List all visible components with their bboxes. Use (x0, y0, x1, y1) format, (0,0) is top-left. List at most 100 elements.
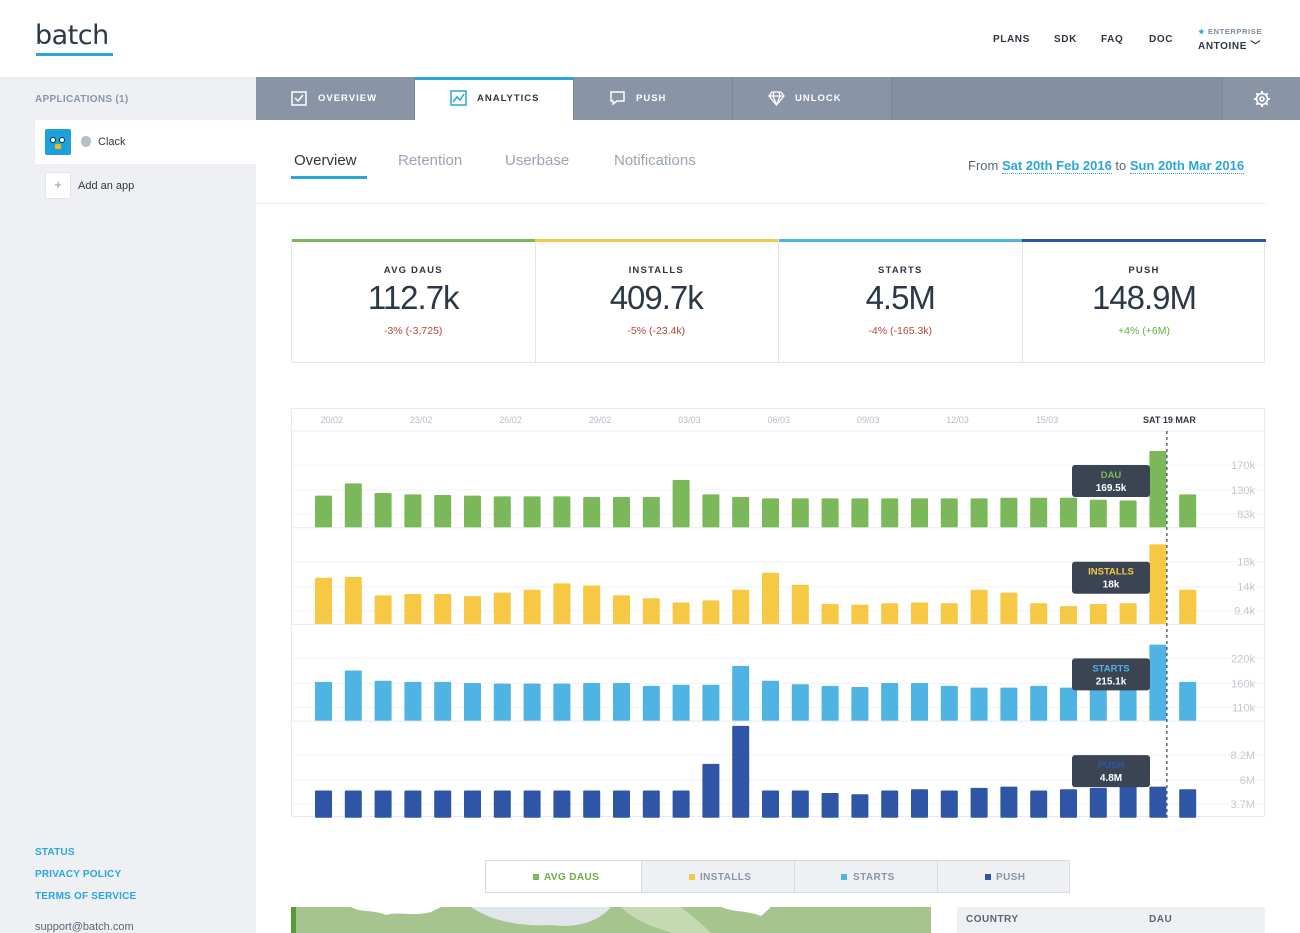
legend-label: STARTS (853, 872, 895, 883)
date-from-picker[interactable]: Sat 20th Feb 2016 (1001, 158, 1112, 174)
bar-starts (1060, 687, 1077, 722)
nav-plans[interactable]: PLANS (993, 34, 1030, 45)
tab-overview[interactable]: OVERVIEW (256, 77, 415, 120)
bar-push (583, 790, 601, 818)
legend-swatch (841, 874, 847, 880)
app-item-clack[interactable]: Clack (35, 120, 256, 164)
bar-starts (374, 680, 392, 722)
settings-button[interactable] (1222, 77, 1300, 120)
bar-starts (970, 687, 988, 722)
nav-faq[interactable]: FAQ (1101, 34, 1124, 45)
bar-installs (911, 602, 928, 625)
bar-push (911, 789, 928, 818)
col-dau[interactable]: DAU (1149, 914, 1173, 925)
bar-push (404, 790, 422, 818)
plus-icon: + (45, 172, 71, 199)
bar-installs (821, 603, 839, 625)
bar-installs (642, 598, 660, 625)
tooltip-series-label: STARTS (1092, 663, 1129, 674)
date-to-picker[interactable]: Sun 20th Mar 2016 (1129, 158, 1245, 174)
bar-dau (940, 498, 958, 528)
subtab-retention[interactable]: Retention (398, 152, 463, 169)
kpi-card-starts[interactable]: STARTS 4.5M -4% (-165.3k) (779, 239, 1023, 362)
star-icon: ★ (1198, 27, 1206, 36)
kpi-value: 4.5M (865, 279, 936, 316)
bar-dau (613, 497, 630, 528)
legend-label: AVG DAUS (544, 872, 600, 883)
bar-installs (1179, 589, 1197, 625)
tab-label: PUSH (636, 93, 667, 104)
tab-unlock[interactable]: UNLOCK (733, 77, 892, 120)
bar-push (553, 790, 571, 818)
bar-dau (702, 494, 720, 528)
bar-push (1119, 782, 1137, 818)
tooltip-value: 18k (1103, 580, 1120, 591)
terms-link[interactable]: TERMS OF SERVICE (35, 891, 137, 902)
bar-installs (1119, 603, 1137, 625)
privacy-policy-link[interactable]: PRIVACY POLICY (35, 869, 122, 880)
bar-installs (851, 604, 869, 625)
bar-dau (315, 495, 332, 528)
kpi-card-installs[interactable]: INSTALLS 409.7k -5% (-23.4k) (535, 239, 779, 362)
subtab-overview[interactable]: Overview (294, 152, 357, 169)
bar-push (613, 790, 630, 818)
chart-tooltip (1072, 658, 1150, 691)
legend-starts[interactable]: STARTS (794, 861, 937, 892)
col-country[interactable]: COUNTRY (966, 914, 1019, 925)
legend-swatch (985, 874, 991, 880)
user-menu[interactable]: ANTOINE ﹀ (1198, 41, 1262, 52)
bar-dau (732, 497, 750, 528)
plan-badge: ★ ENTERPRISE (1198, 27, 1262, 36)
line-chart-icon (450, 90, 467, 106)
bar-push (434, 790, 452, 818)
subtab-userbase[interactable]: Userbase (505, 152, 570, 169)
legend-push[interactable]: PUSH (937, 861, 1069, 892)
bar-installs (434, 594, 452, 625)
bar-starts (1119, 687, 1137, 722)
tab-push[interactable]: PUSH (574, 77, 733, 120)
bar-installs (791, 584, 809, 625)
kpi-card-avg-daus[interactable]: AVG DAUS 112.7k -3% (-3,725) (292, 239, 536, 362)
map-svg (291, 907, 931, 933)
kpi-value: 112.7k (367, 279, 460, 316)
support-email-link[interactable]: support@batch.com (35, 921, 134, 933)
add-app-button[interactable]: + Add an app (35, 172, 256, 202)
kpi-card-push[interactable]: PUSH 148.9M +4% (+6M) (1022, 239, 1266, 362)
batch-logo[interactable]: batch (35, 20, 109, 51)
world-map[interactable] (291, 907, 931, 933)
bar-installs (1089, 603, 1107, 625)
bar-dau (1179, 494, 1197, 528)
bar-installs (1030, 603, 1048, 625)
bar-starts (344, 670, 362, 722)
bar-dau (344, 483, 362, 528)
bar-push (970, 787, 988, 818)
x-tick-label: 12/03 (946, 415, 969, 425)
chart-legend: AVG DAUS INSTALLS STARTS PUSH (485, 860, 1070, 893)
legend-installs[interactable]: INSTALLS (641, 861, 794, 892)
nav-sdk[interactable]: SDK (1054, 34, 1077, 45)
bar-dau (1060, 497, 1077, 528)
legend-avg-daus[interactable]: AVG DAUS (486, 861, 641, 892)
bar-dau (553, 496, 571, 528)
bar-dau (493, 496, 511, 528)
bar-starts (553, 683, 571, 722)
chart-tooltip (1072, 465, 1150, 497)
y-tick-label: 9.4k (1234, 606, 1255, 618)
bar-push (672, 790, 690, 818)
checkbox-icon (291, 91, 307, 106)
subtab-notifications[interactable]: Notifications (614, 152, 696, 169)
bar-starts (404, 681, 422, 722)
kpi-color-bar (535, 239, 778, 242)
bar-dau (583, 497, 601, 528)
bar-dau (970, 498, 988, 528)
diamond-icon (768, 91, 785, 106)
kpi-label: AVG DAUS (383, 265, 443, 276)
bar-push (940, 790, 958, 818)
legend-label: INSTALLS (700, 872, 752, 883)
bar-installs (493, 592, 511, 625)
tab-analytics[interactable]: ANALYTICS (415, 77, 574, 120)
bar-installs (732, 589, 750, 625)
legend-label: PUSH (996, 872, 1026, 883)
status-link[interactable]: STATUS (35, 847, 75, 858)
nav-doc[interactable]: DOC (1149, 34, 1174, 45)
